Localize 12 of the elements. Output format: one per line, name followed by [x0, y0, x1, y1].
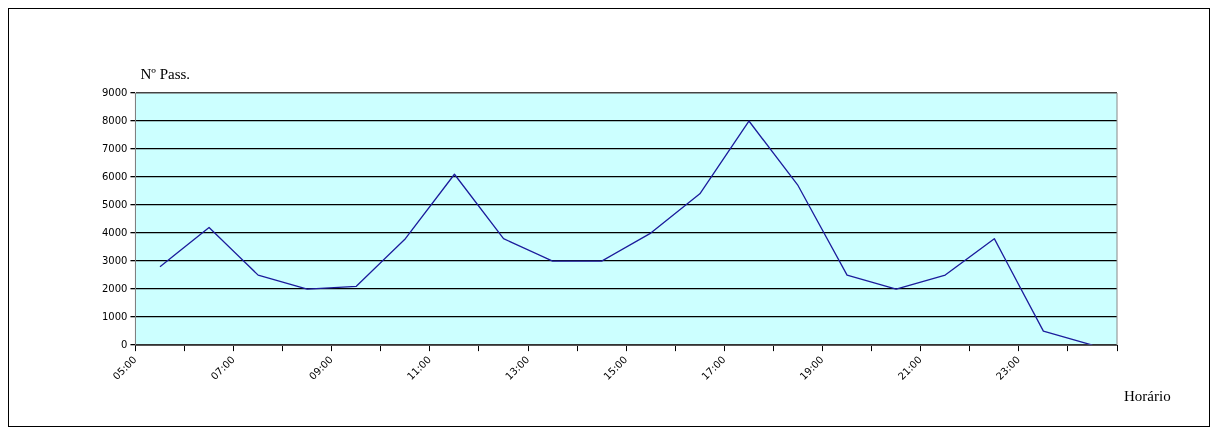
y-tick-label: 1000	[102, 310, 128, 322]
y-tick-label: 7000	[102, 142, 128, 154]
y-tick-label: 3000	[102, 254, 128, 266]
y-axis-title: Nº Pass.	[140, 66, 191, 83]
y-tick-label: 4000	[102, 226, 128, 238]
y-tick-label: 6000	[102, 170, 128, 182]
y-tick-label: 2000	[102, 282, 128, 294]
y-tick-label: 0	[121, 338, 128, 350]
y-tick-label: 5000	[102, 198, 128, 210]
x-axis-title: Horário	[1124, 388, 1171, 405]
y-tick-label: 8000	[102, 114, 128, 126]
y-tick-label: 9000	[102, 86, 128, 98]
